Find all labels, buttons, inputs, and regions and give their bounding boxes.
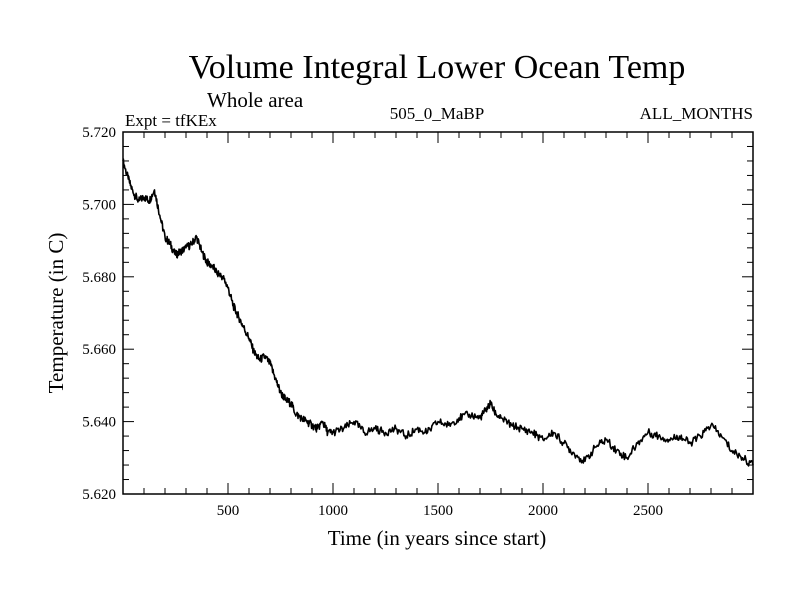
y-tick-label: 5.680 xyxy=(82,270,116,286)
chart-subtitle: Whole area xyxy=(207,88,304,112)
run-label: 505_0_MaBP xyxy=(390,104,484,123)
y-tick-label: 5.660 xyxy=(82,342,116,358)
temperature-series-line xyxy=(122,158,754,467)
x-tick-label: 500 xyxy=(217,503,240,519)
y-tick-label: 5.640 xyxy=(82,415,116,431)
chart-title: Volume Integral Lower Ocean Temp xyxy=(189,49,686,86)
y-tick-label: 5.700 xyxy=(82,197,116,213)
y-tick-label: 5.720 xyxy=(82,125,116,141)
plot-frame xyxy=(122,131,754,495)
x-tick-label: 1000 xyxy=(318,503,348,519)
x-tick-label: 2500 xyxy=(633,503,663,519)
y-axis-label: Temperature (in C) xyxy=(44,233,68,394)
ticks-layer: 500 1000 1500 2000 2500 5.620 5.640 5.660 5.680 5… xyxy=(82,125,753,519)
y-tick-label: 5.620 xyxy=(82,487,116,503)
months-label: ALL_MONTHS xyxy=(640,104,753,123)
x-axis-label: Time (in years since start) xyxy=(328,526,547,550)
x-tick-label: 2000 xyxy=(528,503,558,519)
experiment-label: Expt = tfKEx xyxy=(125,111,217,130)
x-tick-label: 1500 xyxy=(423,503,453,519)
